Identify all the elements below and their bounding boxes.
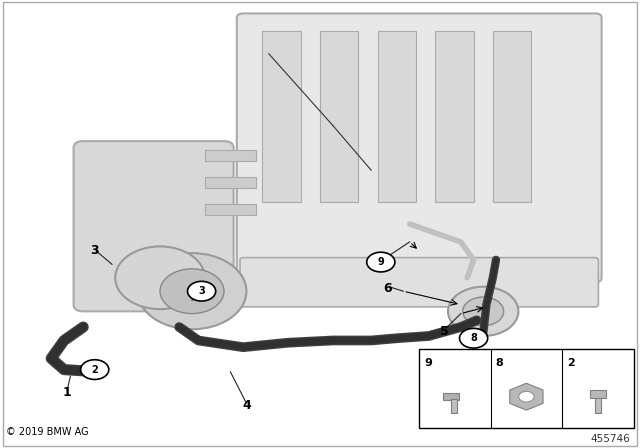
Circle shape bbox=[138, 253, 246, 329]
Circle shape bbox=[463, 297, 504, 326]
Text: 455746: 455746 bbox=[591, 434, 630, 444]
FancyBboxPatch shape bbox=[240, 258, 598, 307]
Text: 7: 7 bbox=[479, 356, 488, 370]
Text: 8: 8 bbox=[496, 358, 504, 367]
Circle shape bbox=[81, 360, 109, 379]
Bar bbox=[590, 391, 605, 399]
Text: © 2019 BMW AG: © 2019 BMW AG bbox=[6, 427, 89, 437]
Bar bbox=[595, 398, 601, 413]
FancyBboxPatch shape bbox=[419, 349, 634, 428]
Text: 2: 2 bbox=[92, 365, 98, 375]
Bar bbox=[435, 31, 474, 202]
FancyBboxPatch shape bbox=[237, 13, 602, 282]
Text: 9: 9 bbox=[378, 257, 384, 267]
Bar bbox=[320, 31, 358, 202]
Circle shape bbox=[160, 269, 224, 314]
Text: 5: 5 bbox=[440, 325, 449, 338]
Text: 8: 8 bbox=[470, 333, 477, 343]
Circle shape bbox=[519, 392, 534, 402]
Bar bbox=[444, 392, 460, 400]
Bar bbox=[205, 150, 256, 161]
Circle shape bbox=[188, 281, 216, 301]
Circle shape bbox=[448, 287, 518, 336]
Circle shape bbox=[460, 328, 488, 348]
Bar bbox=[493, 31, 531, 202]
Bar bbox=[262, 31, 301, 202]
FancyBboxPatch shape bbox=[74, 141, 234, 311]
Text: 3: 3 bbox=[198, 286, 205, 296]
Bar bbox=[205, 204, 256, 215]
Bar bbox=[205, 177, 256, 188]
Bar bbox=[154, 276, 230, 287]
Text: 2: 2 bbox=[567, 358, 575, 367]
Text: 3: 3 bbox=[90, 244, 99, 258]
Circle shape bbox=[367, 252, 395, 272]
Text: 1: 1 bbox=[63, 385, 72, 399]
Text: 6: 6 bbox=[383, 282, 392, 296]
Circle shape bbox=[115, 246, 205, 309]
Bar bbox=[378, 31, 416, 202]
Bar bbox=[451, 399, 458, 413]
Text: 9: 9 bbox=[424, 358, 432, 367]
Text: 4: 4 bbox=[242, 399, 251, 412]
